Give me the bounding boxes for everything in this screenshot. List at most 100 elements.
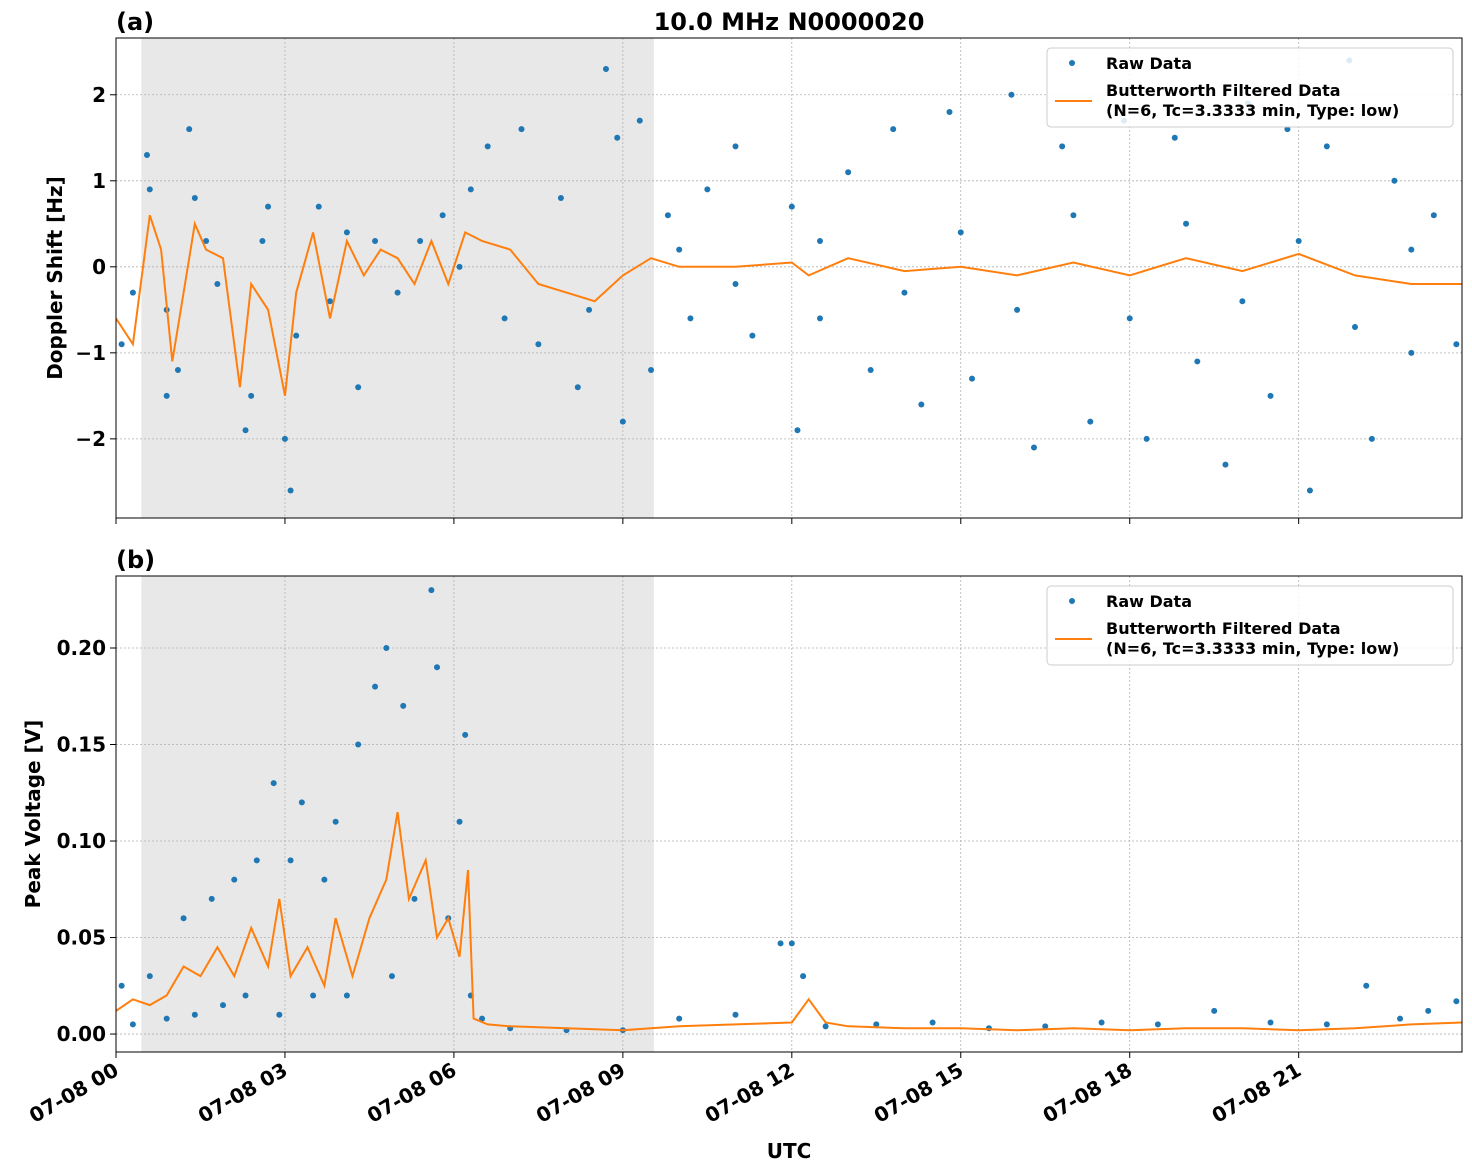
- legend-label: Butterworth Filtered Data (N=6, Tc=3.3333…: [1106, 619, 1399, 658]
- legend-box: [1046, 585, 1454, 666]
- raw-point: [310, 992, 317, 999]
- shaded-region: [141, 38, 654, 518]
- raw-point: [816, 315, 823, 322]
- raw-point: [191, 1011, 198, 1018]
- raw-point: [1222, 461, 1229, 468]
- raw-point: [479, 1015, 486, 1022]
- raw-point: [816, 238, 823, 245]
- raw-point: [788, 203, 795, 210]
- raw-point: [332, 818, 339, 825]
- raw-point: [253, 857, 260, 864]
- raw-point: [394, 289, 401, 296]
- y-tick-label: 0.20: [57, 636, 106, 660]
- raw-point: [1143, 435, 1150, 442]
- raw-point: [901, 289, 908, 296]
- raw-point: [873, 1021, 880, 1028]
- raw-point: [1098, 1019, 1105, 1026]
- raw-point: [1323, 1021, 1330, 1028]
- raw-point: [129, 1021, 136, 1028]
- raw-point: [1042, 1023, 1049, 1030]
- raw-point: [259, 238, 266, 245]
- raw-point: [231, 876, 238, 883]
- raw-point: [242, 992, 249, 999]
- raw-point: [800, 973, 807, 980]
- raw-point: [439, 212, 446, 219]
- x-tick-label: 07-08 12: [701, 1058, 799, 1128]
- y-tick-label: 2: [92, 83, 106, 107]
- y-tick-label: 0.15: [57, 733, 106, 757]
- raw-point: [484, 143, 491, 150]
- raw-point: [1430, 212, 1437, 219]
- raw-point: [180, 915, 187, 922]
- raw-point: [400, 702, 407, 709]
- raw-point: [867, 367, 874, 374]
- raw-point: [918, 401, 925, 408]
- raw-point: [957, 229, 964, 236]
- raw-point: [969, 375, 976, 382]
- raw-point: [602, 65, 609, 72]
- raw-point: [619, 418, 626, 425]
- raw-point: [586, 306, 593, 313]
- axes-frame: [115, 37, 1463, 519]
- raw-point: [890, 126, 897, 133]
- raw-point: [732, 1011, 739, 1018]
- raw-point: [143, 151, 150, 158]
- raw-point: [242, 427, 249, 434]
- raw-point: [163, 392, 170, 399]
- raw-point: [1408, 246, 1415, 253]
- raw-point: [434, 664, 441, 671]
- raw-point: [191, 195, 198, 201]
- raw-point: [146, 973, 153, 980]
- raw-point: [1154, 1021, 1161, 1028]
- raw-point: [1194, 358, 1201, 365]
- raw-point: [794, 427, 801, 434]
- plot-area: [116, 587, 1462, 1034]
- legend-box: [1046, 47, 1454, 128]
- raw-point: [636, 117, 643, 124]
- raw-point: [1008, 91, 1015, 98]
- raw-point: [1391, 177, 1398, 184]
- raw-point: [788, 940, 795, 947]
- raw-point: [372, 238, 379, 245]
- raw-point: [411, 895, 418, 902]
- raw-point: [1267, 392, 1274, 399]
- raw-point: [1239, 298, 1246, 305]
- legend-label: Butterworth Filtered Data (N=6, Tc=3.3333…: [1106, 81, 1399, 120]
- raw-point: [293, 332, 300, 339]
- raw-point: [146, 186, 153, 193]
- raw-point: [1351, 324, 1358, 331]
- raw-point: [929, 1019, 936, 1026]
- raw-point: [428, 587, 435, 594]
- filtered-line: [116, 811, 1462, 1032]
- filtered-line: [116, 214, 1462, 396]
- raw-point: [676, 1015, 683, 1022]
- raw-point: [1087, 418, 1094, 425]
- raw-point: [1267, 1019, 1274, 1026]
- raw-point: [118, 982, 125, 989]
- y-axis-label: Peak Voltage [V]: [21, 720, 45, 909]
- raw-point: [1306, 487, 1313, 494]
- raw-point: [1211, 1007, 1218, 1014]
- raw-point: [276, 1011, 283, 1018]
- raw-point: [946, 108, 953, 115]
- raw-point: [732, 281, 739, 288]
- raw-point: [1425, 1007, 1432, 1014]
- raw-point: [287, 487, 294, 494]
- y-axis-label: Doppler Shift [Hz]: [43, 176, 67, 380]
- raw-point: [1368, 435, 1375, 442]
- raw-point: [1408, 349, 1415, 356]
- raw-point: [383, 644, 390, 651]
- x-tick-label: 07-08 15: [870, 1058, 968, 1128]
- raw-point: [1453, 341, 1460, 348]
- raw-point: [777, 940, 784, 947]
- raw-point: [355, 384, 362, 391]
- raw-point: [118, 341, 125, 348]
- raw-point: [163, 1015, 170, 1022]
- x-axis-label: UTC: [767, 1139, 812, 1163]
- raw-point: [372, 683, 379, 690]
- y-tick-label: 0.00: [57, 1022, 106, 1046]
- raw-point: [388, 973, 395, 980]
- raw-point: [355, 741, 362, 748]
- raw-point: [1397, 1015, 1404, 1022]
